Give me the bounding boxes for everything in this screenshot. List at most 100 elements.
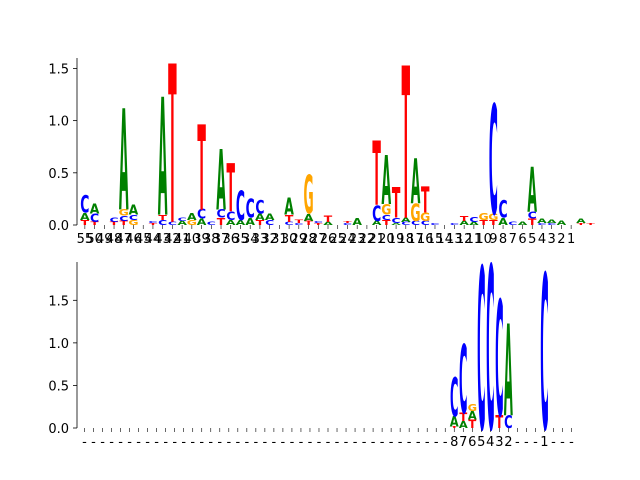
letter-A: A bbox=[498, 216, 508, 228]
position-label: - bbox=[136, 435, 141, 450]
letter-T: T bbox=[479, 219, 488, 227]
position-label: 28 bbox=[300, 232, 317, 247]
letter-T: T bbox=[343, 221, 353, 224]
position-label: - bbox=[263, 435, 268, 450]
position-label: 5 bbox=[528, 232, 536, 247]
position-label: 7 bbox=[509, 232, 517, 247]
position-label: 4 bbox=[486, 435, 494, 450]
position-label: - bbox=[290, 435, 295, 450]
letter-T: T bbox=[528, 217, 537, 227]
letter-A: A bbox=[469, 221, 480, 226]
letter-T: T bbox=[197, 101, 205, 237]
position-label: 23 bbox=[349, 232, 366, 247]
letter-A: A bbox=[158, 67, 168, 255]
position-label: - bbox=[163, 435, 168, 450]
position-label: - bbox=[145, 435, 150, 450]
letter-T: T bbox=[460, 215, 469, 223]
letter-A: A bbox=[216, 132, 226, 229]
logo-column: ATC bbox=[459, 326, 469, 435]
letter-T: T bbox=[304, 220, 313, 227]
letter-G: G bbox=[119, 208, 129, 218]
position-label: - bbox=[407, 435, 412, 450]
letter-C: C bbox=[158, 219, 167, 227]
logo-column: C bbox=[486, 222, 494, 480]
position-label: - bbox=[398, 435, 403, 450]
logo-column: CGA bbox=[410, 148, 420, 227]
position-label: - bbox=[244, 435, 249, 450]
position-label: - bbox=[317, 435, 322, 450]
letter-A: A bbox=[177, 220, 187, 227]
letter-T: T bbox=[450, 426, 458, 429]
letter-A: A bbox=[537, 218, 547, 225]
letter-A: A bbox=[518, 221, 529, 226]
logo-column: T bbox=[586, 223, 596, 226]
position-label: 2 bbox=[557, 232, 565, 247]
logo-column: TC bbox=[314, 221, 324, 226]
position-label: - bbox=[560, 435, 565, 450]
letter-C: C bbox=[459, 326, 467, 435]
position-label: 20 bbox=[378, 232, 395, 247]
position-label: 5 bbox=[477, 435, 485, 450]
letter-A: A bbox=[401, 217, 411, 224]
letter-A: A bbox=[323, 221, 334, 226]
position-label: 7 bbox=[459, 435, 467, 450]
position-label: 3 bbox=[548, 232, 556, 247]
logo-column: TCA bbox=[216, 132, 226, 229]
logo-column: CA bbox=[265, 212, 275, 227]
letter-C: C bbox=[285, 221, 294, 226]
position-label: 29 bbox=[291, 232, 308, 247]
bottom-logo-panel: 0.00.51.01.5- - - - - - - - - - - - - - - - - - - - - - - - - - - -… bbox=[48, 222, 574, 480]
logo-column: TA bbox=[576, 218, 586, 226]
logo-column: CT bbox=[343, 221, 353, 226]
letter-T: T bbox=[402, 24, 410, 267]
position-label: 32 bbox=[261, 232, 278, 247]
position-label: 18 bbox=[398, 232, 415, 247]
logo-column: C bbox=[540, 232, 548, 479]
letter-C: C bbox=[489, 75, 498, 250]
position-label: - bbox=[344, 435, 349, 450]
logo-column: CT bbox=[168, 21, 177, 274]
letter-C: C bbox=[109, 217, 118, 224]
position-label: 16 bbox=[417, 232, 434, 247]
position-label: - bbox=[82, 435, 87, 450]
y-tick-label: 1.0 bbox=[48, 115, 69, 130]
letter-C: C bbox=[537, 223, 547, 226]
position-label: - bbox=[389, 435, 394, 450]
position-label: 15 bbox=[427, 232, 444, 247]
letter-A: A bbox=[236, 219, 246, 227]
letter-C: C bbox=[540, 232, 548, 479]
position-label: 11 bbox=[466, 232, 483, 247]
position-label: 25 bbox=[329, 232, 346, 247]
letter-A: A bbox=[450, 414, 459, 430]
position-label: 14 bbox=[436, 232, 453, 247]
position-label: 2 bbox=[504, 435, 512, 450]
logo-column: ACT bbox=[372, 123, 382, 227]
letter-A: A bbox=[90, 201, 100, 216]
letter-C: C bbox=[226, 209, 235, 222]
letter-G: G bbox=[381, 203, 391, 219]
letter-T: T bbox=[149, 223, 159, 226]
letter-A: A bbox=[245, 216, 255, 228]
position-label: 39 bbox=[193, 232, 210, 247]
logo-column: CA bbox=[547, 219, 558, 226]
position-label: - bbox=[380, 435, 385, 450]
letter-C: C bbox=[450, 368, 458, 430]
position-label: - bbox=[254, 435, 259, 450]
position-label: 40 bbox=[184, 232, 201, 247]
position-label: - bbox=[443, 435, 448, 450]
position-label: - bbox=[91, 435, 96, 450]
logo-column: C bbox=[450, 223, 460, 226]
letter-T: T bbox=[392, 181, 401, 228]
letter-C: C bbox=[469, 216, 478, 224]
position-label: 37 bbox=[213, 232, 230, 247]
position-label: 35 bbox=[232, 232, 249, 247]
letter-A: A bbox=[411, 148, 421, 219]
position-label: 34 bbox=[242, 232, 259, 247]
logo-column: TCA bbox=[527, 156, 537, 227]
letter-A: A bbox=[547, 219, 558, 224]
letter-A: A bbox=[255, 212, 265, 222]
letter-T: T bbox=[468, 417, 476, 431]
logo-column: C bbox=[477, 222, 485, 480]
